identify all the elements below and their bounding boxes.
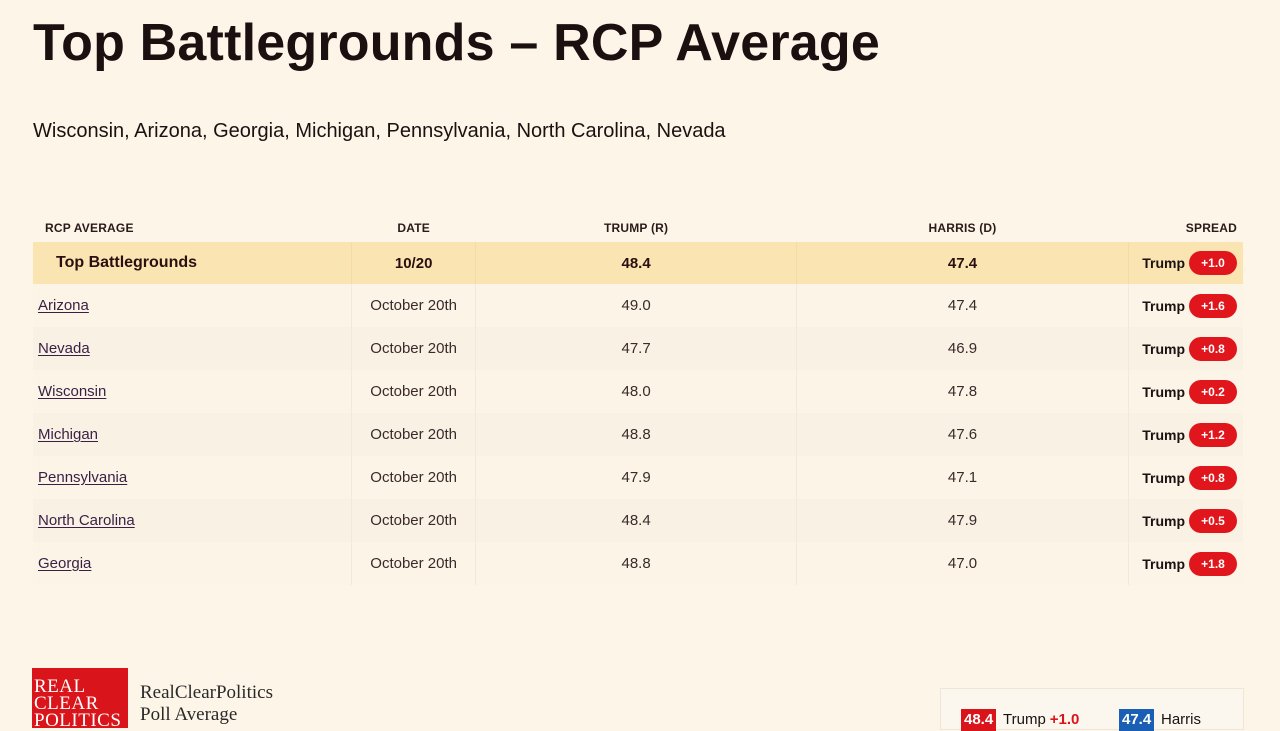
harris-cell: 47.4 [796, 284, 1130, 327]
trump-cell: 47.9 [475, 456, 797, 499]
spread-badge: +0.5 [1189, 508, 1237, 533]
average-spread-cell: Trump +1.0 [1128, 242, 1243, 284]
table-row: Pennsylvania October 20th 47.9 47.1 Trum… [33, 456, 1243, 499]
average-name: Top Battlegrounds [33, 242, 352, 284]
spread-leader: Trump [1142, 469, 1185, 486]
average-date: 10/20 [351, 242, 477, 284]
date-cell: October 20th [351, 327, 477, 370]
spread-cell: Trump +0.2 [1128, 370, 1243, 413]
spread-cell: Trump +1.2 [1128, 413, 1243, 456]
spread-cell: Trump +0.8 [1128, 327, 1243, 370]
poll-table: RCP AVERAGE DATE TRUMP (R) HARRIS (D) SP… [33, 214, 1243, 585]
state-cell: Arizona [33, 284, 352, 327]
brand-text: RealClearPolitics Poll Average [140, 682, 273, 726]
date-cell: October 20th [351, 499, 477, 542]
mini-average-widget: 48.4 Trump +1.0 47.4 Harris [940, 688, 1244, 731]
header-rcp-average: RCP AVERAGE [45, 221, 134, 235]
table-row: Wisconsin October 20th 48.0 47.8 Trump +0… [33, 370, 1243, 413]
spread-leader: Trump [1142, 297, 1185, 314]
header-harris: HARRIS (D) [928, 221, 997, 235]
date-cell: October 20th [351, 284, 477, 327]
mini-harris-label: Harris [1161, 711, 1201, 728]
logo-text-line3: POLITICS [34, 710, 122, 728]
harris-cell: 47.6 [796, 413, 1130, 456]
spread-leader: Trump [1142, 255, 1185, 271]
spread-leader: Trump [1142, 426, 1185, 443]
state-cell: Georgia [33, 542, 352, 585]
spread-badge: +1.2 [1189, 422, 1237, 447]
brand-name: RealClearPolitics [140, 682, 273, 703]
table-row: Georgia October 20th 48.8 47.0 Trump +1.8 [33, 542, 1243, 585]
spread-badge: +1.6 [1189, 293, 1237, 318]
spread-leader: Trump [1142, 512, 1185, 529]
brand-tagline: Poll Average [140, 704, 238, 725]
state-link[interactable]: Nevada [38, 340, 90, 357]
spread-leader: Trump [1142, 340, 1185, 357]
table-row: Michigan October 20th 48.8 47.6 Trump +1.… [33, 413, 1243, 456]
spread-cell: Trump +1.8 [1128, 542, 1243, 585]
harris-cell: 47.1 [796, 456, 1130, 499]
average-harris: 47.4 [796, 242, 1130, 284]
header-trump: TRUMP (R) [603, 221, 669, 235]
spread-leader: Trump [1142, 555, 1185, 572]
state-link[interactable]: Arizona [38, 297, 89, 314]
state-cell: North Carolina [33, 499, 352, 542]
spread-badge: +0.8 [1189, 465, 1237, 490]
average-row: Top Battlegrounds 10/20 48.4 47.4 Trump +… [33, 242, 1243, 284]
spread-badge: +1.8 [1189, 551, 1237, 576]
spread-cell: Trump +1.6 [1128, 284, 1243, 327]
date-cell: October 20th [351, 456, 477, 499]
spread-cell: Trump +0.8 [1128, 456, 1243, 499]
state-link[interactable]: Georgia [38, 555, 92, 572]
table-row: North Carolina October 20th 48.4 47.9 Tr… [33, 499, 1243, 542]
trump-cell: 48.0 [475, 370, 797, 413]
page-title: Top Battlegrounds – RCP Average [33, 14, 881, 72]
harris-cell: 47.8 [796, 370, 1130, 413]
logo-text-line1: REAL [34, 676, 86, 697]
state-link[interactable]: Pennsylvania [38, 469, 128, 486]
spread-leader: Trump [1142, 383, 1185, 400]
trump-cell: 48.4 [475, 499, 797, 542]
trump-cell: 47.7 [475, 327, 797, 370]
spread-badge: +0.2 [1189, 379, 1237, 404]
date-cell: October 20th [351, 370, 477, 413]
header-date: DATE [397, 221, 430, 235]
state-cell: Nevada [33, 327, 352, 370]
table-row: Nevada October 20th 47.7 46.9 Trump +0.8 [33, 327, 1243, 370]
table-row: Arizona October 20th 49.0 47.4 Trump +1.6 [33, 284, 1243, 327]
mini-harris-value: 47.4 [1119, 709, 1155, 731]
spread-badge: +1.0 [1189, 251, 1237, 275]
state-link[interactable]: Wisconsin [38, 383, 107, 400]
state-cell: Michigan [33, 413, 352, 456]
trump-cell: 49.0 [475, 284, 797, 327]
trump-cell: 48.8 [475, 413, 797, 456]
date-cell: October 20th [351, 413, 477, 456]
page-subtitle: Wisconsin, Arizona, Georgia, Michigan, P… [33, 120, 726, 142]
date-cell: October 20th [351, 542, 477, 585]
harris-cell: 46.9 [796, 327, 1130, 370]
state-cell: Pennsylvania [33, 456, 352, 499]
spread-badge: +0.8 [1189, 336, 1237, 361]
harris-cell: 47.0 [796, 542, 1130, 585]
state-link[interactable]: Michigan [38, 426, 99, 443]
state-cell: Wisconsin [33, 370, 352, 413]
logo-text-line2: CLEAR [34, 693, 99, 714]
average-trump: 48.4 [475, 242, 797, 284]
header-spread: SPREAD [1185, 221, 1237, 235]
harris-cell: 47.9 [796, 499, 1130, 542]
mini-trump-label: Trump +1.0 [1003, 709, 1079, 731]
table-header-row: RCP AVERAGE DATE TRUMP (R) HARRIS (D) SP… [33, 214, 1243, 242]
trump-cell: 48.8 [475, 542, 797, 585]
rcp-logo[interactable]: REAL CLEAR POLITICS [32, 668, 128, 728]
mini-trump-value: 48.4 [961, 709, 997, 731]
state-link[interactable]: North Carolina [38, 512, 135, 529]
spread-cell: Trump +0.5 [1128, 499, 1243, 542]
